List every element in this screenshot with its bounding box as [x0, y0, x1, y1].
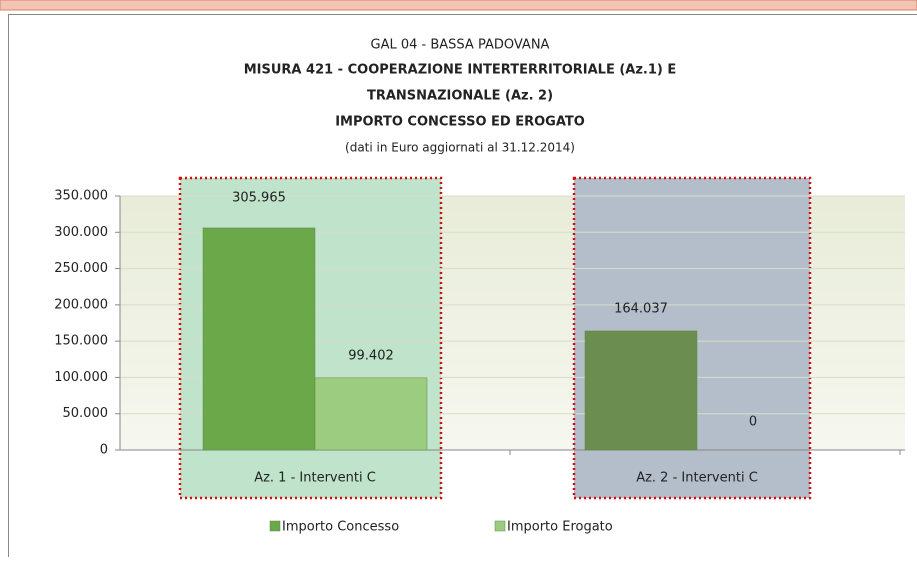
y-tick-label: 350.000	[54, 189, 108, 204]
y-tick-label: 300.000	[54, 225, 108, 240]
chart-title: MISURA 421 - COOPERAZIONE INTERTERRITORI…	[244, 63, 677, 78]
bar	[585, 331, 697, 450]
legend-label: Importo Concesso	[282, 520, 399, 535]
chart-title: GAL 04 - BASSA PADOVANA	[371, 38, 550, 53]
x-tick-label: Az. 2 - Interventi C	[636, 471, 758, 486]
value-label: 164.037	[614, 301, 668, 316]
y-tick-label: 150.000	[54, 334, 108, 349]
y-tick-label: 0	[100, 443, 108, 458]
chart-title: IMPORTO CONCESSO ED EROGATO	[335, 115, 585, 130]
y-tick-label: 250.000	[54, 261, 108, 276]
bar	[315, 378, 427, 450]
value-label: 305.965	[232, 190, 286, 205]
legend-swatch	[270, 521, 280, 531]
y-tick-label: 50.000	[63, 406, 109, 421]
top-strip	[0, 0, 917, 10]
y-tick-label: 200.000	[54, 297, 108, 312]
value-label: 0	[749, 415, 757, 430]
x-tick-label: Az. 1 - Interventi C	[254, 471, 376, 486]
legend-label: Importo Erogato	[507, 520, 613, 535]
chart-title: TRANSNAZIONALE (Az. 2)	[367, 89, 553, 104]
y-tick-label: 100.000	[54, 370, 108, 385]
chart-title: (dati in Euro aggiornati al 31.12.2014)	[345, 141, 575, 155]
bar	[203, 228, 315, 450]
value-label: 99.402	[348, 348, 394, 363]
legend-swatch	[495, 521, 505, 531]
